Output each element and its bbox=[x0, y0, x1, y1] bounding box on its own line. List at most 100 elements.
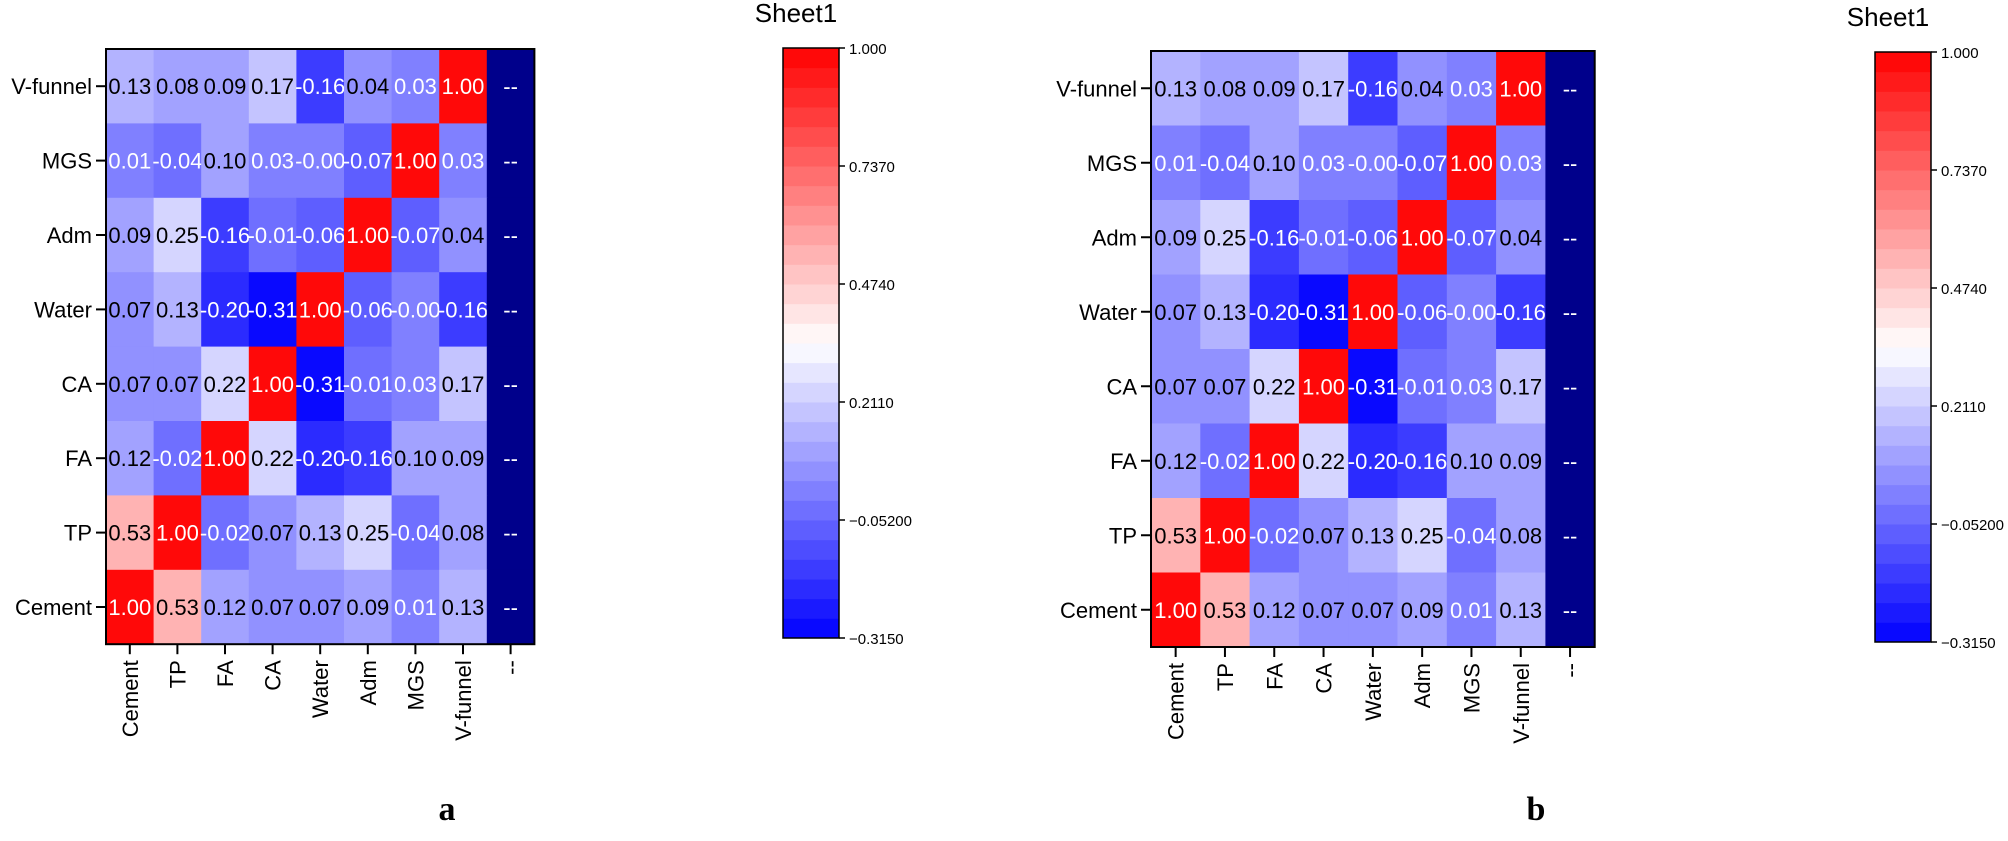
y-tick-label: CA bbox=[1106, 374, 1137, 399]
x-tick-label: CA bbox=[261, 660, 286, 691]
cell-value-label: 0.08 bbox=[442, 521, 485, 546]
cell-value-label: 0.03 bbox=[394, 372, 437, 397]
heatmap-cell bbox=[1397, 572, 1448, 648]
x-tick-label: V-funnel bbox=[1509, 663, 1534, 744]
cell-value-label: 0.13 bbox=[108, 74, 151, 99]
heatmap-cell bbox=[201, 197, 250, 273]
cell-value-label: 1.00 bbox=[442, 74, 485, 99]
heatmap-cell bbox=[1446, 51, 1497, 127]
colorbar-segment bbox=[1875, 406, 1931, 427]
cell-value-label: 1.00 bbox=[1302, 374, 1345, 399]
cell-value-label: -0.16 bbox=[1397, 449, 1447, 474]
cell-value-label: -- bbox=[503, 595, 518, 620]
heatmap-cell bbox=[1200, 125, 1251, 201]
colorbar-tick-label: 0.2110 bbox=[849, 395, 894, 412]
colorbar-segment bbox=[1875, 130, 1931, 151]
heatmap-panel-a: 0.13 0.08 0.09 0.17 -0.16 0.04 0.03 1.00 --0.01-… bbox=[11, 0, 912, 828]
colorbar-tick-label: 0.4740 bbox=[1941, 281, 1987, 298]
colorbar-segment bbox=[1875, 386, 1931, 407]
colorbar-segment bbox=[783, 126, 839, 147]
cell-value-label: -0.02 bbox=[1249, 523, 1299, 548]
heatmap-cell bbox=[106, 495, 155, 571]
cell-value-label: -- bbox=[503, 446, 518, 471]
heatmap-cell bbox=[1446, 423, 1497, 499]
heatmap-cell bbox=[201, 272, 250, 348]
cell-value-label: 0.04 bbox=[442, 223, 485, 248]
cell-value-label: 0.13 bbox=[1204, 300, 1247, 325]
heatmap-cell bbox=[1348, 572, 1399, 648]
heatmap-cell bbox=[486, 421, 535, 496]
cell-value-label: 1.00 bbox=[346, 223, 389, 248]
heatmap-cell bbox=[1200, 200, 1251, 276]
heatmap-cell bbox=[391, 495, 440, 571]
colorbar-segment bbox=[1875, 445, 1931, 466]
colorbar-tick-label: 0.2110 bbox=[1941, 399, 1986, 416]
cell-value-label: -0.04 bbox=[152, 149, 202, 174]
cell-value-label: 0.07 bbox=[299, 595, 342, 620]
heatmap-cell bbox=[106, 49, 155, 124]
heatmap-cell bbox=[1348, 125, 1399, 201]
cell-value-label: 0.10 bbox=[1450, 449, 1493, 474]
heatmap-cell bbox=[1249, 349, 1300, 425]
colorbar-segment bbox=[783, 146, 839, 167]
heatmap-cell bbox=[153, 569, 202, 645]
heatmap-cell bbox=[439, 346, 488, 422]
cell-value-label: 0.22 bbox=[251, 446, 294, 471]
cell-value-label: 0.22 bbox=[204, 372, 247, 397]
heatmap-cell bbox=[1496, 572, 1546, 648]
cell-value-label: 0.09 bbox=[108, 223, 151, 248]
colorbar-tick-label: −0.05200 bbox=[849, 513, 912, 530]
cell-value-label: -0.00 bbox=[390, 297, 440, 322]
y-tick-label: MGS bbox=[42, 149, 92, 174]
cell-value-label: -- bbox=[1563, 449, 1578, 474]
cell-value-label: -0.01 bbox=[343, 372, 393, 397]
x-tick-label: Adm bbox=[1410, 663, 1435, 708]
cell-value-label: 1.00 bbox=[1450, 151, 1493, 176]
colorbar-segment bbox=[1875, 504, 1931, 525]
cell-value-label: 0.07 bbox=[1302, 598, 1345, 623]
x-tick-label: Cement bbox=[118, 660, 143, 737]
cell-value-label: -0.16 bbox=[438, 297, 488, 322]
heatmap-cell bbox=[201, 346, 250, 422]
heatmap-cell bbox=[1151, 423, 1201, 499]
cell-value-label: 0.03 bbox=[442, 149, 485, 174]
colorbar-segment bbox=[1875, 622, 1931, 643]
colorbar-segment bbox=[1875, 91, 1931, 112]
heatmap-cell bbox=[1200, 349, 1251, 425]
heatmap-cell bbox=[248, 49, 297, 124]
colorbar-segment bbox=[1875, 170, 1931, 191]
colorbar-segment bbox=[783, 205, 839, 226]
heatmap-cell bbox=[296, 272, 345, 348]
cell-value-label: -0.20 bbox=[295, 446, 345, 471]
cell-value-label: -0.06 bbox=[1348, 225, 1398, 250]
heatmap-cell bbox=[344, 272, 393, 348]
cell-value-label: 0.53 bbox=[156, 595, 199, 620]
x-tick-label: -- bbox=[499, 660, 524, 675]
colorbar-tick-label: −0.05200 bbox=[1941, 517, 2004, 534]
colorbar-tick-label: −0.3150 bbox=[1941, 635, 1996, 652]
colorbar-segment bbox=[1875, 248, 1931, 269]
colorbar-segment bbox=[1875, 111, 1931, 132]
cell-value-label: -- bbox=[503, 297, 518, 322]
cell-value-label: 0.13 bbox=[299, 521, 342, 546]
heatmap-cell bbox=[486, 569, 535, 645]
cell-value-label: 0.07 bbox=[1302, 523, 1345, 548]
heatmap-cell bbox=[1249, 274, 1300, 350]
heatmap-cell bbox=[344, 495, 393, 571]
heatmap-cell bbox=[1151, 349, 1201, 425]
heatmap-cell bbox=[1496, 125, 1546, 201]
heatmap-cell bbox=[1545, 51, 1596, 127]
heatmap-cell bbox=[1249, 125, 1300, 201]
heatmap-cell bbox=[1200, 498, 1251, 574]
colorbar-segment bbox=[783, 185, 839, 206]
cell-value-label: 1.00 bbox=[1499, 76, 1542, 101]
heatmap-cell bbox=[1446, 498, 1497, 574]
cell-value-label: 0.10 bbox=[1253, 151, 1296, 176]
cell-value-label: 0.07 bbox=[108, 297, 151, 322]
heatmap-cell bbox=[1545, 200, 1596, 276]
cell-value-label: -0.00 bbox=[295, 149, 345, 174]
heatmap-cell bbox=[391, 197, 440, 273]
heatmap-cell bbox=[106, 197, 155, 273]
colorbar-frame bbox=[782, 47, 840, 639]
cell-value-label: -0.20 bbox=[200, 297, 250, 322]
